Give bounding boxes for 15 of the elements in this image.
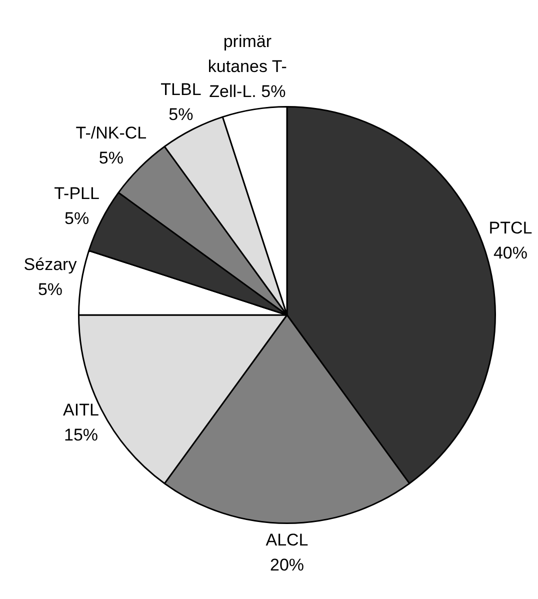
- data-label: 40%: [493, 244, 528, 263]
- slice-label: PTCL: [488, 218, 532, 238]
- slice-label: ALCL: [266, 530, 308, 550]
- data-label: 5%: [64, 209, 90, 228]
- slice-label: Sézary: [24, 254, 78, 274]
- data-label: 5%: [38, 280, 63, 299]
- data-label: 5%: [98, 148, 124, 168]
- slice-label: AITL: [63, 400, 99, 420]
- data-label: 15%: [64, 425, 98, 444]
- slice-label: T-/NK-CL: [76, 124, 147, 143]
- slice-label: TLBL: [160, 80, 202, 99]
- data-label: 20%: [270, 555, 304, 574]
- data-label: 5%: [168, 104, 194, 124]
- slice-label: primär kutanes T-Zell-L. 5%: [208, 32, 287, 102]
- slice-label: T-PLL: [54, 184, 100, 204]
